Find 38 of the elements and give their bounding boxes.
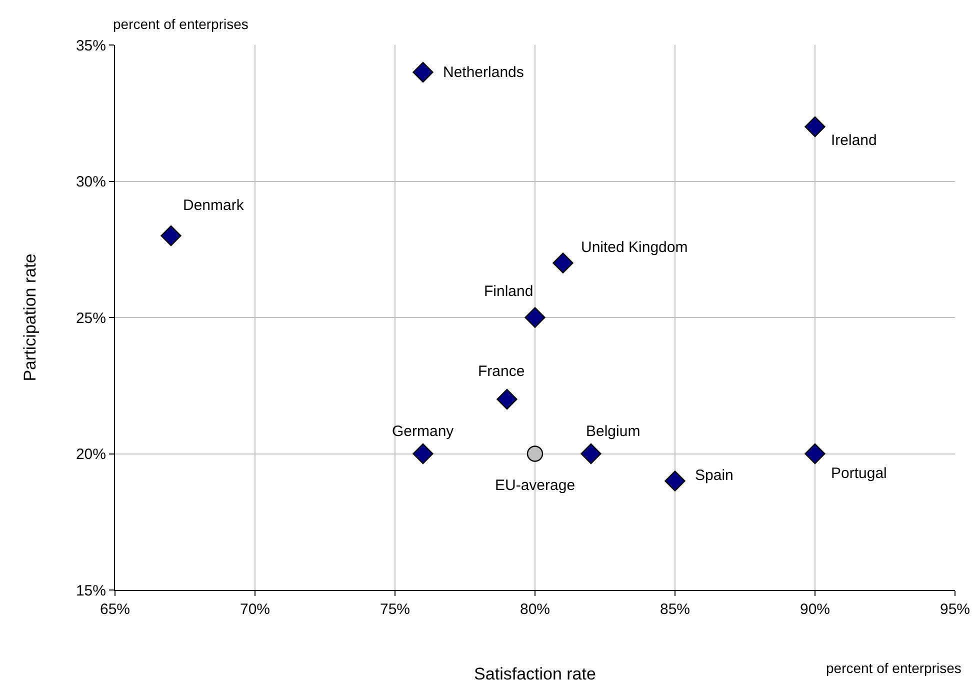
- annotation: Denmark: [183, 197, 244, 214]
- point: [580, 443, 602, 464]
- annotation: Germany: [392, 423, 454, 440]
- point: [664, 470, 686, 492]
- point: [160, 225, 182, 246]
- annotation: United Kingdom: [581, 239, 688, 256]
- x-tick-label: 70%: [240, 601, 270, 618]
- x-tick-label: 75%: [380, 601, 410, 618]
- annotation: Portugal: [831, 465, 887, 482]
- annotation: Spain: [695, 467, 734, 484]
- y-tick-label: 20%: [76, 446, 106, 463]
- point: [412, 62, 434, 83]
- point: [412, 443, 434, 464]
- point: [552, 252, 574, 274]
- annotation: Netherlands: [443, 64, 524, 81]
- point: [804, 443, 826, 464]
- x-axis-title: Satisfaction rate: [474, 664, 596, 684]
- point: [804, 116, 826, 138]
- y-tick-label: 25%: [76, 310, 106, 327]
- text: percent of enterprises: [826, 660, 962, 676]
- point: [524, 307, 546, 328]
- text: percent of enterprises: [113, 16, 248, 32]
- x-tick-label: 65%: [100, 601, 130, 618]
- y-tick-label: 30%: [76, 174, 106, 190]
- point: [526, 446, 544, 462]
- annotation: Finland: [484, 283, 534, 300]
- y-axis-title: Participation rate: [20, 254, 40, 382]
- annotation: Belgium: [586, 423, 640, 440]
- x-tick-label: 95%: [940, 601, 970, 618]
- x-tick-label: 85%: [660, 601, 690, 618]
- annotation: Ireland: [831, 132, 877, 149]
- y-tick-label: 15%: [76, 582, 106, 600]
- annotation: France: [478, 363, 525, 380]
- x-tick-label: 90%: [800, 601, 830, 618]
- y-tick-label: 35%: [76, 37, 106, 54]
- point: [496, 388, 518, 410]
- x-tick-label: 80%: [520, 601, 550, 618]
- series-label: EU-average: [495, 477, 576, 494]
